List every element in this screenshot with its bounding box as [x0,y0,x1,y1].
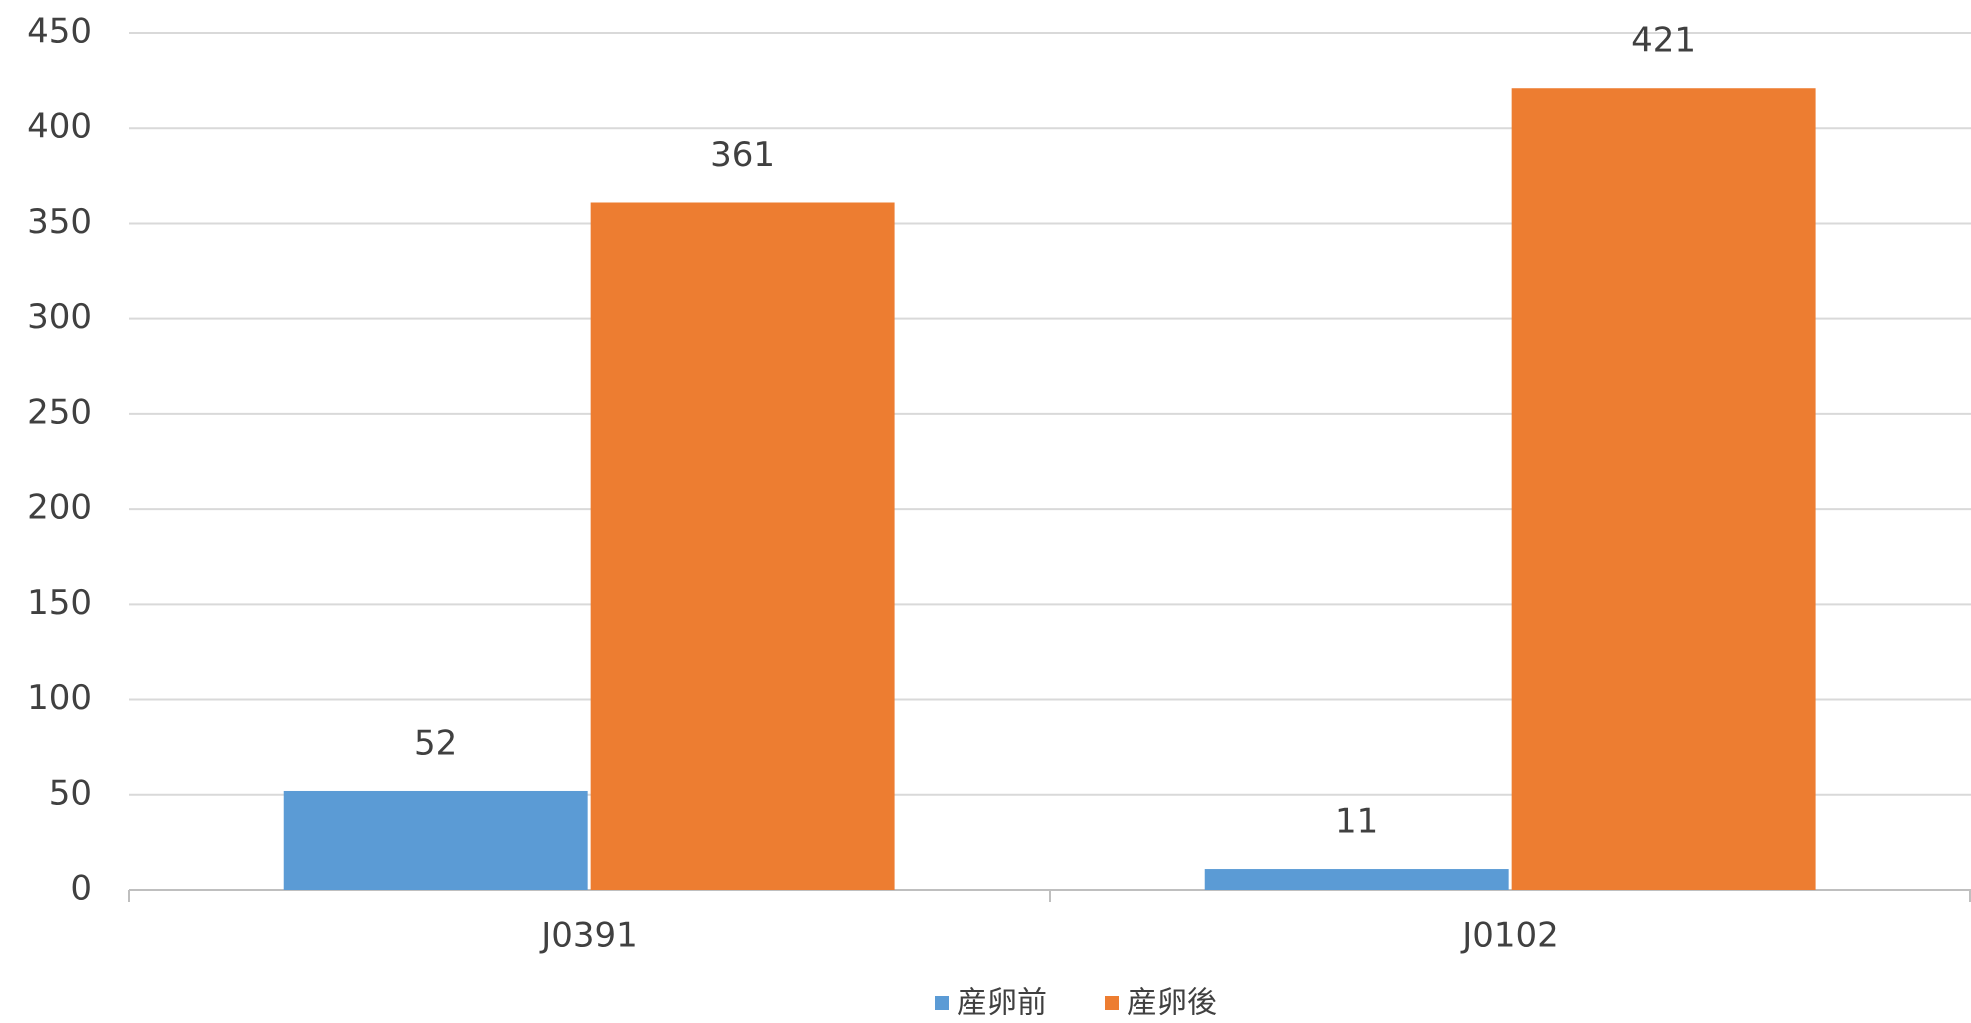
data-label: 11 [1335,802,1378,842]
x-tick-label: J0102 [1460,916,1559,956]
bar [1511,88,1816,891]
legend: 産卵前 産卵後 [935,986,1217,1021]
legend-label: 産卵前 [957,986,1047,1020]
y-tick-label: 250 [27,392,92,432]
y-tick-label: 50 [49,773,92,813]
y-tick-label: 350 [27,202,92,242]
legend-swatch [1105,996,1119,1010]
x-tick-label: J0391 [539,916,638,956]
y-tick-label: 400 [27,107,92,147]
y-tick-label: 150 [27,583,92,623]
legend-label: 産卵後 [1127,986,1217,1020]
bar [1204,869,1509,890]
y-tick-label: 200 [27,488,92,528]
bar [590,202,895,891]
data-label: 361 [710,135,775,175]
y-tick-label: 450 [27,12,92,52]
data-label: 52 [414,723,457,763]
y-tick-label: 300 [27,297,92,337]
data-label: 421 [1631,21,1696,61]
y-tick-label: 100 [27,678,92,718]
legend-swatch [935,996,949,1010]
y-tick-label: 0 [70,869,92,909]
bar [283,790,588,890]
